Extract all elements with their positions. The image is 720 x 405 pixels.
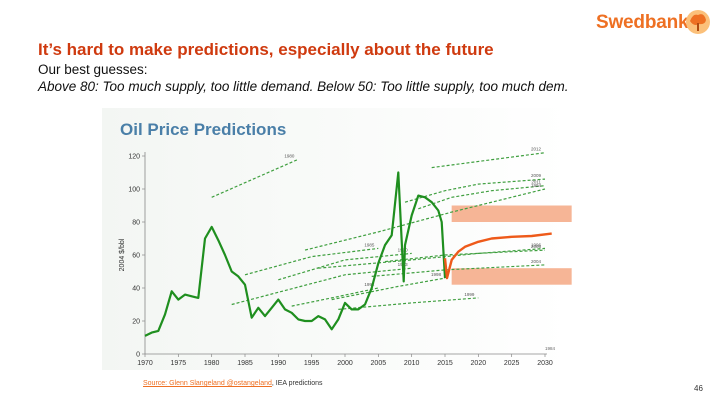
prediction-label-1994: 1994 [531, 183, 542, 188]
subtitle-line-2: Above 80: Too much supply, too little de… [38, 79, 569, 94]
x-tick-label: 2030 [537, 360, 553, 367]
prediction-line-2004 [371, 264, 546, 277]
prediction-label-2004: 2004 [531, 259, 542, 264]
y-tick-label: 60 [132, 253, 140, 260]
source-suffix: , IEA predictions [271, 380, 323, 387]
x-tick-label: 2010 [404, 360, 420, 367]
prediction-line-1992 [291, 287, 379, 307]
page-number: 46 [694, 384, 703, 393]
x-tick-label: 1990 [271, 360, 287, 367]
y-tick-label: 80 [132, 220, 140, 227]
x-tick-label: 1975 [171, 360, 187, 367]
best-guess-line [443, 232, 552, 280]
prediction-label-1992: 1992 [364, 282, 375, 287]
y-tick-label: 100 [128, 187, 140, 194]
prediction-line-2011 [418, 185, 546, 210]
y-tick-label: 40 [132, 286, 140, 293]
chart-title: Oil Price Predictions [120, 120, 286, 139]
x-tick-label: 2020 [471, 360, 487, 367]
prediction-label-1999: 1999 [464, 292, 475, 297]
brand-name: Swedbank [596, 12, 689, 33]
y-axis-label: 2004 $/bbl [119, 238, 126, 271]
y-tick-label: 0 [136, 352, 140, 359]
prediction-line-2012 [431, 152, 546, 169]
swedbank-logo: Swedbank [596, 6, 716, 40]
prediction-line-1998 [331, 277, 446, 301]
prediction-label-2011: 2011 [531, 180, 541, 185]
annotation-bottom: 1984 [545, 346, 556, 351]
oak-tree-icon [686, 10, 710, 34]
prediction-line-1983 [231, 267, 412, 306]
prediction-label-1998: 1998 [431, 272, 442, 277]
x-tick-label: 1985 [237, 360, 253, 367]
subtitle-line-1: Our best guesses: [38, 62, 148, 77]
prediction-label-1985: 1985 [364, 242, 375, 247]
prediction-label-1980: 1980 [284, 153, 295, 158]
x-tick-label: 2000 [337, 360, 353, 367]
x-tick-label: 1995 [304, 360, 320, 367]
prediction-label-2012: 2012 [531, 147, 542, 152]
x-tick-label: 1970 [137, 360, 153, 367]
prediction-label-2009: 2009 [531, 173, 542, 178]
prediction-line-1994 [304, 188, 546, 251]
x-tick-label: 2025 [504, 360, 520, 367]
slide-title: It’s hard to make predictions, especiall… [38, 40, 494, 59]
guess-band-2 [451, 268, 572, 285]
prediction-line-1996 [318, 247, 546, 269]
x-tick-label: 2015 [437, 360, 453, 367]
x-tick-label: 2005 [371, 360, 387, 367]
source-link[interactable]: Source: Glenn Slangeland @ostangeland [143, 380, 272, 387]
y-tick-label: 20 [132, 319, 140, 326]
actual-price-line [144, 171, 447, 337]
prediction-label-1996: 1996 [531, 242, 542, 247]
prediction-label-2006: 2006 [531, 244, 542, 249]
guess-band-1 [451, 205, 572, 222]
prediction-line-1980 [211, 158, 299, 198]
y-tick-label: 120 [128, 154, 140, 161]
x-tick-label: 1980 [204, 360, 220, 367]
source-note: Source: Glenn Slangeland @ostangeland, I… [143, 380, 323, 387]
